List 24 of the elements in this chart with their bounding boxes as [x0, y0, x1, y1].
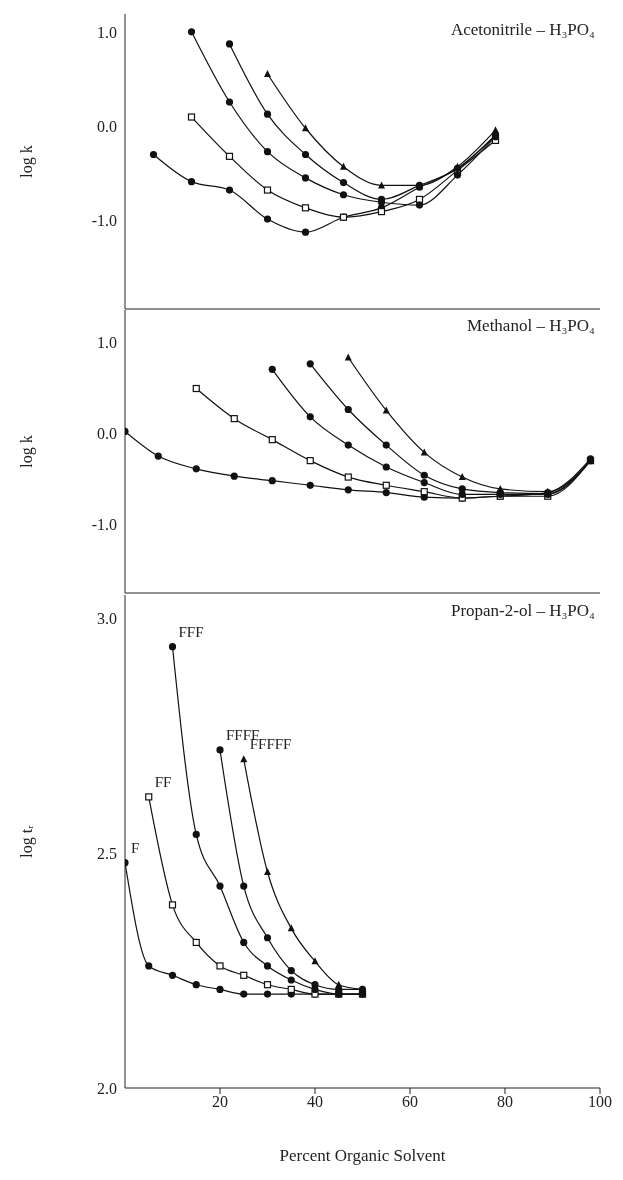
y-tick-label: 1.0: [97, 333, 117, 351]
x-tick-label: 60: [402, 1093, 418, 1111]
chart-title: Acetonitrile – H₃PO₄: [450, 20, 595, 40]
y-tick-label: 2.5: [97, 844, 117, 862]
y-axis-title: log k: [17, 145, 36, 178]
y-tick-label: -1.0: [91, 516, 117, 534]
chart-title: Propan-2-ol – H₃PO₄: [450, 601, 595, 621]
x-tick-label: 100: [588, 1093, 612, 1111]
y-tick-label: 1.0: [97, 24, 117, 42]
y-axis-title: log k: [17, 435, 36, 468]
x-tick-label: 80: [497, 1093, 513, 1111]
x-tick-label: 40: [307, 1093, 323, 1111]
x-axis-title: Percent Organic Solvent: [279, 1146, 446, 1165]
series-label: F: [131, 839, 140, 856]
y-tick-label: 3.0: [97, 610, 117, 628]
x-tick-label: 20: [212, 1093, 228, 1111]
y-tick-label: -1.0: [91, 211, 117, 229]
y-axis-title: log tᵣ: [17, 824, 36, 858]
series-label: FFF: [178, 623, 204, 640]
y-tick-label: 2.0: [97, 1079, 117, 1097]
y-tick-label: 0.0: [97, 118, 117, 136]
series-label: FF: [154, 773, 172, 790]
y-tick-label: 0.0: [97, 424, 117, 442]
chart-title: Methanol – H₃PO₄: [466, 316, 595, 336]
